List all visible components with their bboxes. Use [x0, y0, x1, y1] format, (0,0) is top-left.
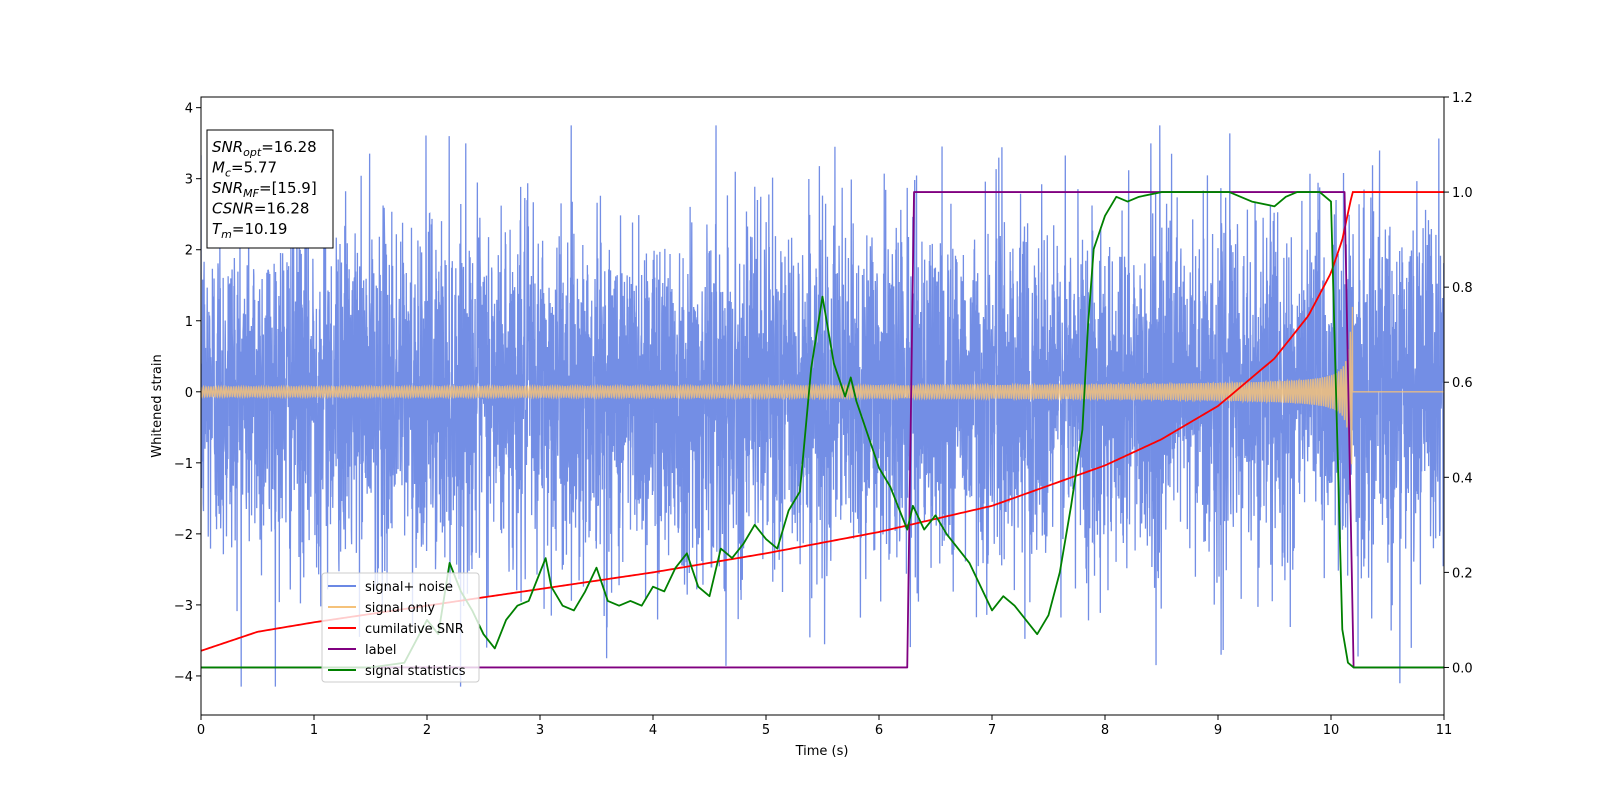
info-line: SNRMF=[15.9]	[212, 179, 317, 200]
y-left-tick-label: 4	[185, 102, 193, 117]
info-line: CSNR=16.28	[212, 200, 309, 218]
x-tick-label: 4	[649, 723, 657, 738]
series-signal-statistics	[201, 191, 1444, 669]
x-tick-label: 11	[1436, 723, 1453, 738]
y-left-tick-label: −3	[174, 599, 193, 614]
info-line: Tm=10.19	[212, 220, 287, 241]
x-tick-label: 0	[197, 723, 205, 738]
x-axis: 0 1 2 3 4 5 6 7 8 9 10 11	[197, 715, 1452, 738]
y-left-tick-label: 1	[185, 315, 193, 330]
legend-label: cumilative SNR	[365, 622, 464, 637]
info-line: SNRopt=16.28	[212, 138, 317, 159]
x-tick-label: 9	[1214, 723, 1222, 738]
y-left-tick-label: 3	[185, 173, 193, 188]
series-signal-only	[201, 306, 1444, 465]
y-right-tick-label: 0.8	[1452, 281, 1473, 296]
legend-frame	[321, 572, 480, 683]
x-tick-label: 2	[423, 723, 431, 738]
y-axis-right: 0.0 0.2 0.4 0.6 0.8 1.0 1.2	[1444, 91, 1473, 676]
y-right-tick-label: 0.6	[1452, 376, 1473, 391]
y-left-tick-label: 0	[185, 386, 193, 401]
y-left-tick-label: −1	[174, 457, 193, 472]
x-tick-label: 5	[762, 723, 770, 738]
y-axis-label: Whitened strain	[150, 354, 165, 457]
x-axis-label: Time (s)	[795, 744, 849, 759]
x-tick-label: 10	[1323, 723, 1340, 738]
legend-label: label	[365, 643, 396, 658]
legend-label: signal only	[365, 601, 435, 616]
info-box: SNRopt=16.28Mc=5.77SNRMF=[15.9]CSNR=16.2…	[206, 129, 334, 249]
y-right-tick-label: 1.0	[1452, 186, 1473, 201]
info-line: Mc=5.77	[212, 159, 277, 180]
x-tick-label: 6	[875, 723, 883, 738]
y-right-tick-label: 0.4	[1452, 471, 1473, 486]
legend-label: signal+ noise	[365, 580, 453, 595]
y-axis-left: −4 −3 −2 −1 0 1 2 3 4	[174, 102, 201, 685]
plot-frame	[200, 96, 1445, 716]
x-tick-label: 8	[1101, 723, 1109, 738]
legend: signal+ noise signal only cumilative SNR la…	[321, 572, 480, 683]
series-signal-plus-noise	[201, 125, 1444, 687]
info-box-frame	[206, 129, 334, 249]
y-right-tick-label: 1.2	[1452, 91, 1473, 106]
legend-label: signal statistics	[365, 664, 466, 679]
y-left-tick-label: −2	[174, 528, 193, 543]
y-left-tick-label: 2	[185, 244, 193, 259]
y-right-tick-label: 0.2	[1452, 566, 1473, 581]
x-tick-label: 1	[310, 723, 318, 738]
y-left-tick-label: −4	[174, 670, 193, 685]
y-right-tick-label: 0.0	[1452, 661, 1473, 676]
x-tick-label: 3	[536, 723, 544, 738]
x-tick-label: 7	[988, 723, 996, 738]
